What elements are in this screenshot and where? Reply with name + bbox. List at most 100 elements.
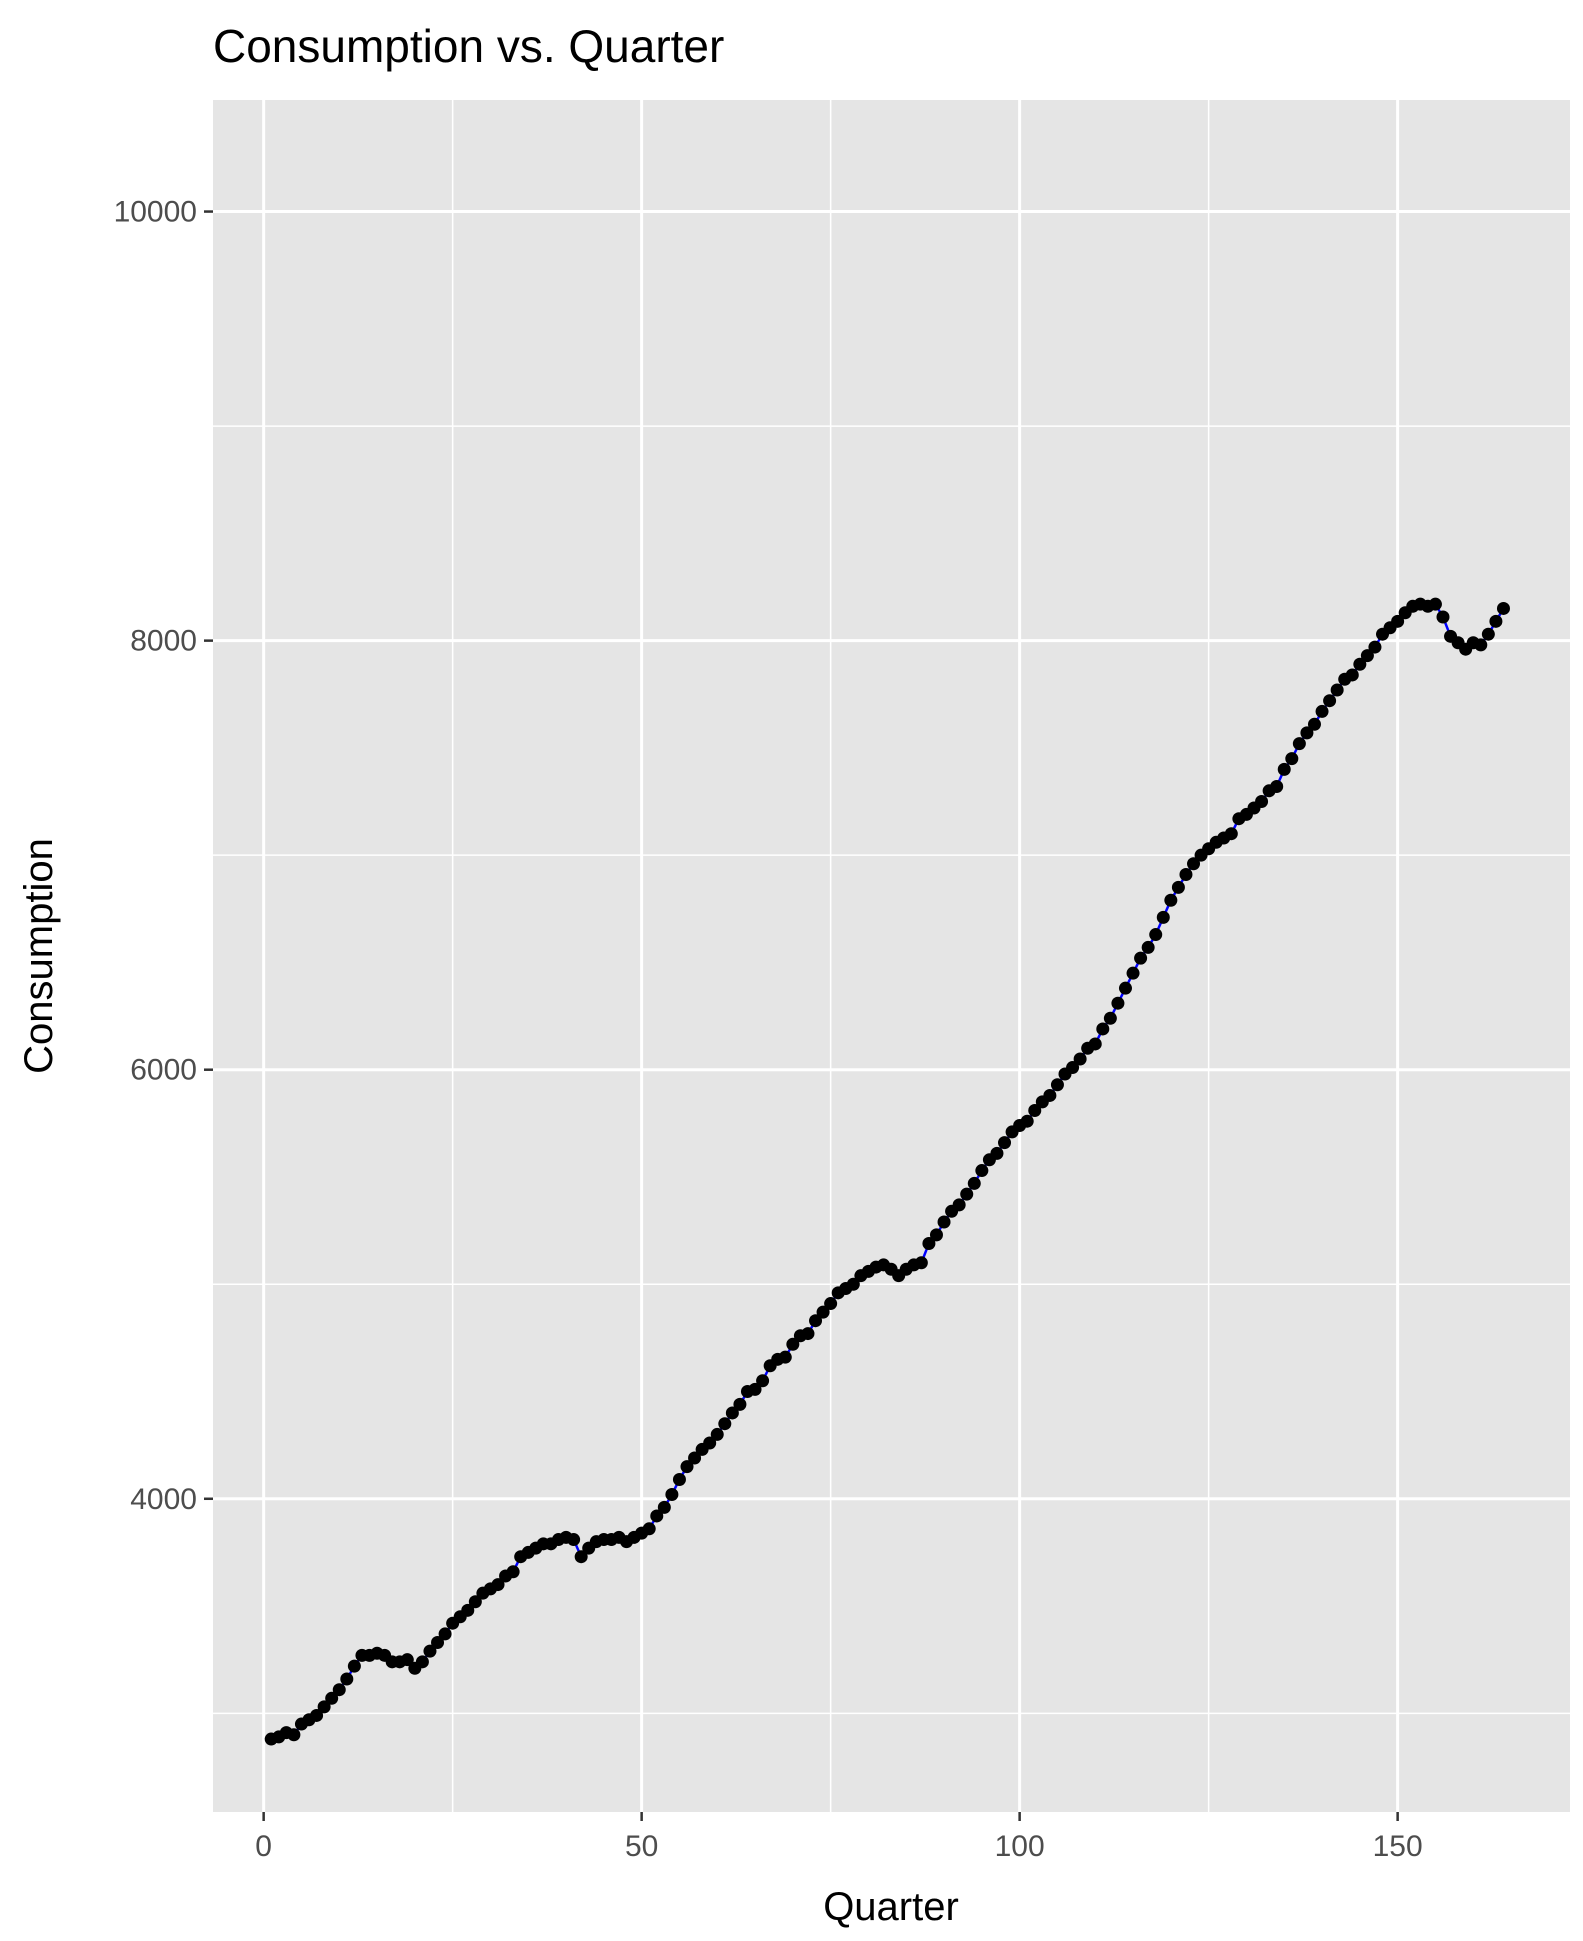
data-point	[756, 1374, 770, 1388]
data-point	[1391, 614, 1405, 628]
data-point	[1300, 726, 1314, 740]
data-point	[1481, 627, 1495, 641]
data-point	[1028, 1103, 1042, 1117]
data-point	[1088, 1037, 1102, 1051]
data-point	[1164, 893, 1178, 907]
data-point	[786, 1337, 800, 1351]
chart-title: Consumption vs. Quarter	[213, 20, 724, 72]
y-axis-title: Consumption	[17, 838, 61, 1074]
data-point	[1360, 649, 1374, 663]
data-point	[1285, 752, 1299, 766]
data-point	[703, 1436, 717, 1450]
data-point	[506, 1565, 520, 1579]
data-point	[1096, 1022, 1110, 1036]
data-point	[665, 1487, 679, 1501]
data-point	[1353, 657, 1367, 671]
data-point	[1020, 1114, 1034, 1128]
data-point	[310, 1708, 324, 1722]
data-point	[816, 1305, 830, 1319]
data-point	[809, 1314, 823, 1328]
x-tick-label: 150	[1373, 1830, 1423, 1863]
data-point	[642, 1522, 656, 1536]
data-point	[1224, 827, 1238, 841]
data-point	[733, 1397, 747, 1411]
data-point	[1277, 762, 1291, 776]
data-point	[287, 1728, 301, 1742]
x-tick-label: 50	[625, 1830, 658, 1863]
data-point	[998, 1136, 1012, 1150]
data-point	[574, 1550, 588, 1564]
data-point	[990, 1146, 1004, 1160]
data-point	[1043, 1088, 1057, 1102]
data-point	[1156, 910, 1170, 924]
x-axis: 0 50 100 150	[255, 1812, 1423, 1863]
data-point	[1134, 951, 1148, 965]
data-point	[672, 1472, 686, 1486]
y-tick-label: 10000	[114, 196, 197, 229]
data-point	[1436, 610, 1450, 624]
data-point	[1255, 795, 1269, 809]
data-point	[1428, 597, 1442, 611]
data-point	[1066, 1061, 1080, 1075]
data-point	[415, 1655, 429, 1669]
data-point	[952, 1198, 966, 1212]
data-point	[778, 1350, 792, 1364]
data-point	[1496, 601, 1510, 615]
data-point	[680, 1460, 694, 1474]
data-point	[400, 1653, 414, 1667]
data-point	[1111, 996, 1125, 1010]
data-point	[718, 1417, 732, 1431]
data-point	[347, 1659, 361, 1673]
data-point	[846, 1277, 860, 1291]
data-point	[1323, 694, 1337, 708]
y-axis: 4000 6000 8000 10000	[114, 196, 213, 1516]
data-point	[688, 1451, 702, 1465]
data-point	[317, 1700, 331, 1714]
data-point	[725, 1406, 739, 1420]
x-tick-label: 0	[255, 1830, 272, 1863]
data-point	[960, 1187, 974, 1201]
data-point	[801, 1327, 815, 1341]
data-point	[1368, 640, 1382, 654]
data-point	[1050, 1078, 1064, 1092]
data-point	[491, 1578, 505, 1592]
data-point	[431, 1636, 445, 1650]
y-tick-label: 8000	[130, 625, 197, 658]
data-point	[975, 1164, 989, 1178]
data-point	[1118, 981, 1132, 995]
data-point	[650, 1509, 664, 1523]
data-point	[1489, 614, 1503, 628]
data-point	[1073, 1052, 1087, 1066]
data-point	[748, 1382, 762, 1396]
x-tick-label: 100	[995, 1830, 1045, 1863]
data-point	[922, 1236, 936, 1250]
data-point	[325, 1691, 339, 1705]
data-point	[461, 1603, 475, 1617]
plot-panel	[213, 100, 1570, 1812]
minor-gridlines	[213, 100, 1570, 1812]
data-point	[710, 1427, 724, 1441]
data-point	[1330, 683, 1344, 697]
data-points	[264, 597, 1510, 1746]
data-point	[1292, 737, 1306, 751]
data-point	[468, 1595, 482, 1609]
data-point	[1179, 867, 1193, 881]
data-point	[657, 1500, 671, 1514]
data-point	[423, 1644, 437, 1658]
data-point	[1126, 966, 1140, 980]
data-point	[1270, 780, 1284, 794]
data-point	[914, 1256, 928, 1270]
major-gridlines	[213, 100, 1570, 1812]
data-point	[967, 1176, 981, 1190]
data-point	[1141, 940, 1155, 954]
data-point	[332, 1683, 346, 1697]
data-point	[929, 1228, 943, 1242]
data-point	[1187, 857, 1201, 871]
data-point	[1307, 717, 1321, 731]
y-tick-label: 4000	[130, 1483, 197, 1516]
data-point	[438, 1627, 452, 1641]
data-point	[1103, 1011, 1117, 1025]
data-point	[340, 1672, 354, 1686]
data-point	[1171, 880, 1185, 894]
